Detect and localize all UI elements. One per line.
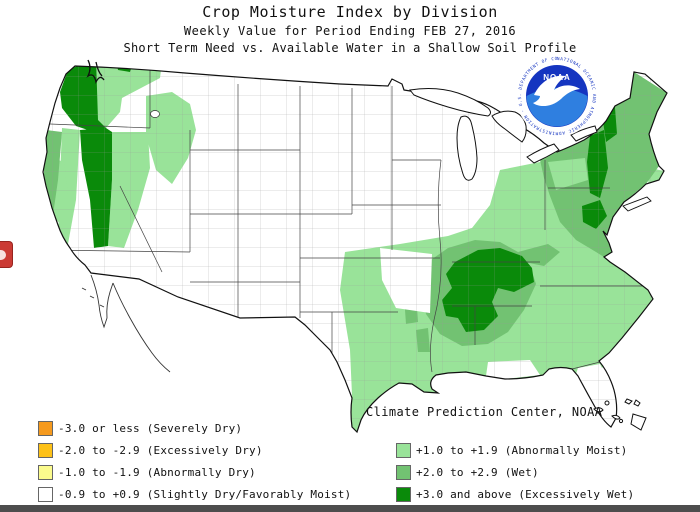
legend-swatch xyxy=(38,420,53,436)
legend-swatch xyxy=(396,464,411,480)
legend-label: -1.0 to -1.9 (Abnormally Dry) xyxy=(58,465,256,479)
legend-item: +1.0 to +1.9 (Abnormally Moist) xyxy=(396,439,634,461)
legend-label: +3.0 and above (Excessively Wet) xyxy=(416,487,635,501)
idaho-lake xyxy=(150,110,160,118)
lake-superior xyxy=(409,88,491,117)
page-subtitle: Weekly Value for Period Ending FEB 27, 2… xyxy=(183,24,517,38)
noaa-label: NOAA xyxy=(543,73,571,82)
legend-item: -0.9 to +0.9 (Slightly Dry/Favorably Moi… xyxy=(38,483,351,505)
long-island xyxy=(622,196,652,212)
mexico-outline xyxy=(81,274,171,373)
lake-ontario xyxy=(570,125,598,142)
legend-swatch xyxy=(38,486,53,502)
division-grid xyxy=(43,66,667,432)
page-tagline: Short Term Need vs. Available Water in a… xyxy=(123,41,577,55)
lake-michigan xyxy=(456,115,478,181)
legend-swatch xyxy=(38,464,53,480)
legend-label: +2.0 to +2.9 (Wet) xyxy=(416,465,539,479)
lake-huron xyxy=(491,110,527,143)
legend-swatch xyxy=(38,442,53,458)
legend-item: +2.0 to +2.9 (Wet) xyxy=(396,461,634,483)
map-credit: Climate Prediction Center, NOAA xyxy=(366,405,603,419)
legend-item: -3.0 or less (Severely Dry) xyxy=(38,417,351,439)
hawaii-islands xyxy=(593,398,647,431)
legend-dry: -3.0 or less (Severely Dry) -2.0 to -2.9… xyxy=(38,417,351,505)
legend-label: -3.0 or less (Severely Dry) xyxy=(58,421,243,435)
legend-swatch xyxy=(396,442,411,458)
page-title: Crop Moisture Index by Division xyxy=(202,3,498,21)
noaa-bird xyxy=(533,75,580,107)
legend-item: -1.0 to -1.9 (Abnormally Dry) xyxy=(38,461,351,483)
legend-label: +1.0 to +1.9 (Abnormally Moist) xyxy=(416,443,628,457)
legend-item: +3.0 and above (Excessively Wet) xyxy=(396,483,634,505)
great-lakes xyxy=(409,88,598,181)
lake-erie xyxy=(526,143,560,164)
legend-label: -2.0 to -2.9 (Excessively Dry) xyxy=(58,443,263,457)
legend-swatch xyxy=(396,486,411,502)
puget-sound xyxy=(86,59,105,84)
legend-moist: +1.0 to +1.9 (Abnormally Moist) +2.0 to … xyxy=(396,439,634,505)
bottom-scrollbar[interactable] xyxy=(0,505,700,512)
legend-label: -0.9 to +0.9 (Slightly Dry/Favorably Moi… xyxy=(58,487,352,501)
side-share-tab[interactable] xyxy=(0,241,13,268)
share-tab-glyph xyxy=(0,250,6,260)
legend-item: -2.0 to -2.9 (Excessively Dry) xyxy=(38,439,351,461)
